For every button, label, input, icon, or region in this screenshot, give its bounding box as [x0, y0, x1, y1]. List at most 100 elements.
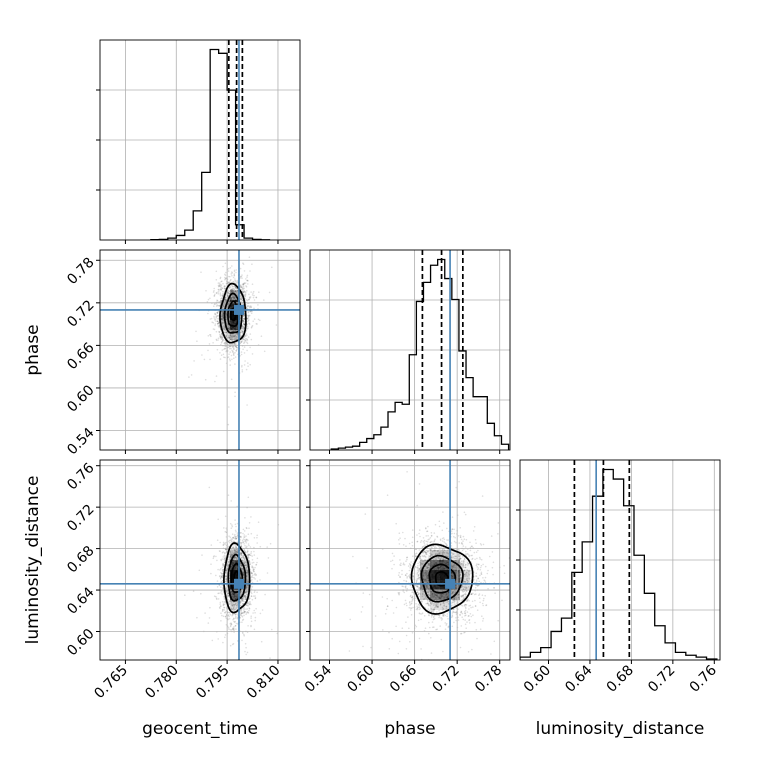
sample-point	[241, 340, 244, 342]
sample-point	[233, 270, 236, 273]
sample-point	[444, 622, 447, 624]
sample-point	[221, 336, 223, 338]
sample-point	[235, 546, 238, 549]
density-cell	[420, 550, 430, 560]
sample-point	[224, 530, 227, 533]
sample-point	[222, 603, 225, 606]
sample-point	[218, 325, 221, 328]
sample-point	[220, 572, 223, 575]
sample-point	[443, 552, 446, 554]
sample-point	[209, 334, 212, 336]
sample-point	[243, 610, 246, 613]
sample-point	[235, 286, 237, 289]
sample-point	[242, 568, 244, 570]
sample-point	[236, 640, 239, 642]
sample-point	[230, 291, 233, 294]
sample-point	[234, 329, 236, 331]
sample-point	[201, 554, 203, 556]
sample-point	[236, 328, 238, 331]
sample-point	[244, 293, 247, 296]
sample-point	[249, 603, 252, 605]
sample-point	[236, 569, 238, 571]
sample-point	[442, 593, 445, 596]
sample-point	[230, 594, 233, 596]
sample-point	[249, 554, 251, 556]
sample-point	[415, 608, 418, 611]
sample-point	[243, 317, 245, 320]
sample-point	[229, 539, 232, 542]
sample-point	[459, 646, 462, 649]
sample-point	[219, 277, 222, 280]
sample-point	[219, 335, 222, 338]
sample-point	[425, 552, 427, 554]
sample-point	[240, 298, 242, 300]
sample-point	[241, 366, 243, 368]
sample-point	[437, 578, 440, 580]
sample-point	[249, 310, 251, 313]
sample-point	[397, 592, 400, 594]
sample-point	[235, 595, 238, 598]
sample-point	[222, 318, 224, 320]
sample-point	[242, 603, 244, 605]
sample-point	[235, 280, 237, 283]
sample-point	[220, 288, 222, 291]
sample-point	[245, 653, 247, 656]
sample-point	[215, 316, 218, 318]
sample-point	[234, 602, 237, 605]
sample-point	[378, 528, 380, 531]
sample-point	[231, 327, 233, 329]
sample-point	[239, 277, 242, 279]
sample-point	[243, 611, 245, 613]
sample-point	[416, 591, 419, 594]
sample-point	[417, 565, 419, 567]
sample-point	[251, 581, 254, 584]
sample-point	[224, 542, 227, 544]
sample-point	[241, 364, 243, 367]
sample-point	[231, 326, 234, 329]
sample-point	[231, 525, 234, 528]
sample-point	[451, 592, 453, 595]
sample-point	[463, 580, 465, 583]
sample-point	[230, 556, 232, 558]
sample-point	[215, 279, 218, 281]
sample-point	[227, 325, 230, 327]
sample-point	[232, 595, 234, 598]
sample-point	[250, 595, 253, 597]
sample-point	[232, 546, 235, 548]
sample-point	[222, 641, 224, 644]
sample-point	[224, 285, 226, 288]
sample-point	[229, 328, 231, 330]
sample-point	[227, 563, 229, 565]
sample-point	[432, 577, 434, 579]
sample-point	[232, 326, 234, 329]
sample-point	[242, 289, 244, 291]
sample-point	[233, 335, 235, 337]
sample-point	[231, 335, 233, 338]
sample-point	[236, 550, 238, 553]
sample-point	[218, 606, 221, 609]
sample-point	[462, 581, 465, 583]
sample-point	[220, 559, 223, 562]
sample-point	[232, 335, 235, 338]
sample-point	[234, 334, 236, 337]
sample-point	[255, 563, 258, 566]
sample-point	[231, 337, 233, 339]
sample-point	[217, 288, 220, 291]
sample-point	[222, 604, 225, 607]
sample-point	[247, 555, 249, 558]
sample-point	[220, 338, 223, 341]
sample-point	[433, 563, 436, 566]
sample-point	[241, 327, 243, 330]
sample-point	[231, 305, 233, 307]
sample-point	[248, 553, 250, 556]
sample-point	[235, 622, 238, 625]
sample-point	[230, 290, 233, 293]
sample-point	[234, 617, 237, 619]
sample-point	[234, 567, 237, 569]
sample-point	[230, 298, 233, 301]
sample-point	[457, 599, 460, 602]
sample-point	[232, 303, 234, 306]
sample-point	[255, 296, 258, 299]
sample-point	[227, 346, 230, 349]
sample-point	[451, 612, 454, 614]
